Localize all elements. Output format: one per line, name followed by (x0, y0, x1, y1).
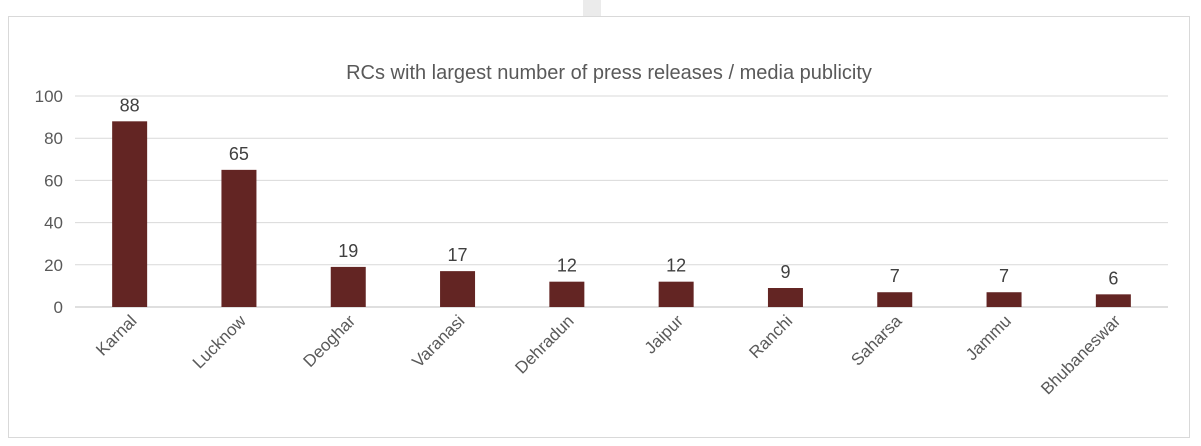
y-tick-label: 0 (54, 298, 63, 317)
category-label-jammu: Jammu (962, 311, 1015, 364)
data-label-jammu: 7 (999, 266, 1009, 286)
data-label-lucknow: 65 (229, 144, 249, 164)
top-edge-mark (583, 0, 601, 16)
category-label-karnal: Karnal (92, 311, 140, 359)
bar-lucknow (221, 169, 257, 307)
category-label-varanasi: Varanasi (408, 311, 468, 371)
data-label-saharsa: 7 (890, 266, 900, 286)
y-tick-label: 20 (44, 256, 63, 275)
data-label-deoghar: 19 (338, 241, 358, 261)
bar-jaipur (658, 281, 694, 307)
category-label-bhubaneswar: Bhubaneswar (1037, 311, 1124, 398)
bar-karnal (112, 121, 148, 307)
category-label-jaipur: Jaipur (641, 311, 687, 357)
bar-bhubaneswar (1095, 294, 1131, 307)
y-tick-label: 80 (44, 129, 63, 148)
bar-deoghar (330, 266, 366, 307)
data-label-bhubaneswar: 6 (1108, 268, 1118, 288)
chart-title: RCs with largest number of press release… (346, 62, 872, 84)
category-label-dehradun: Dehradun (511, 311, 577, 377)
y-tick-label: 40 (44, 214, 63, 233)
data-label-varanasi: 17 (448, 245, 468, 265)
category-label-ranchi: Ranchi (745, 311, 796, 362)
data-label-karnal: 88 (120, 95, 140, 115)
bar-varanasi (440, 271, 476, 307)
category-label-lucknow: Lucknow (189, 311, 250, 372)
data-label-ranchi: 9 (780, 262, 790, 282)
data-label-jaipur: 12 (666, 256, 686, 276)
chart-area (8, 16, 1190, 438)
data-label-dehradun: 12 (557, 256, 577, 276)
y-tick-label: 60 (44, 171, 63, 190)
bar-ranchi (767, 288, 803, 307)
category-label-saharsa: Saharsa (847, 311, 906, 370)
bar-dehradun (549, 281, 585, 307)
category-label-deoghar: Deoghar (300, 311, 360, 371)
bar-saharsa (877, 292, 913, 307)
bar-jammu (986, 292, 1022, 307)
y-tick-label: 100 (35, 87, 63, 106)
